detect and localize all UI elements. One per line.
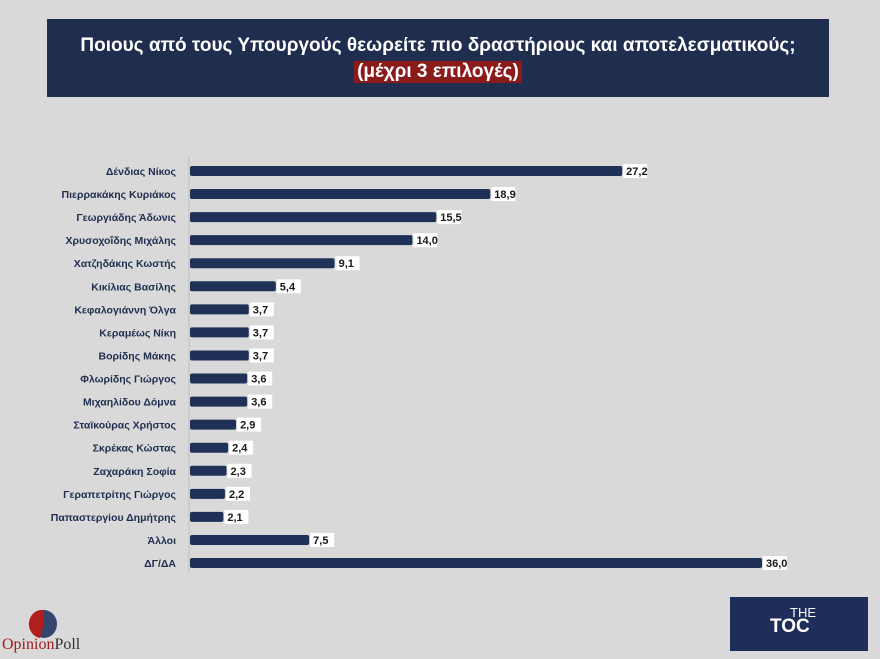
data-label: 3,7: [253, 350, 268, 362]
bar: [190, 419, 237, 430]
data-label-bg: [623, 164, 648, 178]
category-label: Βορίδης Μάκης: [99, 350, 177, 362]
category-label: Δένδιας Νίκος: [106, 166, 177, 178]
bar: [190, 558, 762, 569]
category-label: Χατζηδάκης Κωστής: [74, 258, 177, 270]
category-label: Σταϊκούρας Χρήστος: [73, 420, 176, 432]
data-label-bg: [248, 371, 273, 386]
data-label: 2,3: [231, 466, 246, 478]
bar: [190, 258, 335, 269]
data-label: 27,2: [626, 166, 647, 178]
bar: [190, 189, 491, 200]
category-label: Κικίλιας Βασίλης: [91, 281, 176, 293]
bar: [190, 488, 225, 499]
category-label: Κεραμέως Νίκη: [99, 327, 176, 339]
data-label-bg: [763, 556, 787, 571]
category-label: Σκρέκας Κώστας: [93, 443, 177, 455]
bar: [190, 465, 227, 476]
data-label-bg: [225, 486, 250, 501]
bar: [190, 350, 249, 361]
data-label-bg: [227, 463, 252, 478]
category-label: Ζαχαράκη Σοφία: [93, 466, 176, 478]
data-label-bg: [229, 440, 254, 455]
data-label-bg: [249, 348, 274, 363]
title-banner: Ποιους από τους Υπουργούς θεωρείτε πιο δ…: [47, 19, 829, 97]
data-label: 15,5: [440, 212, 461, 224]
category-label: Παπαστεργίου Δημήτρης: [51, 512, 177, 524]
data-label-bg: [237, 417, 262, 432]
data-label: 18,9: [494, 189, 515, 201]
category-label: Πιερρακάκης Κυριάκος: [62, 189, 177, 201]
thetoc-logo: THE TOC: [730, 597, 868, 651]
data-label-bg: [248, 394, 273, 409]
data-label-bg: [491, 187, 516, 202]
category-label: ΔΓ/ΔΑ: [144, 558, 176, 570]
bar: [190, 373, 248, 384]
data-label: 3,7: [253, 327, 268, 339]
bar: [190, 212, 437, 223]
bar: [190, 442, 229, 453]
category-label: Άλλοι: [148, 535, 177, 547]
chart-title: Ποιους από τους Υπουργούς θεωρείτε πιο δ…: [80, 35, 796, 56]
data-label-bg: [437, 210, 462, 225]
category-label: Μιχαηλίδου Δόμνα: [83, 397, 177, 409]
data-label-bg: [249, 325, 274, 340]
category-label: Κεφαλογιάννη Όλγα: [74, 304, 176, 316]
data-label-bg: [224, 509, 249, 524]
data-label: 2,1: [227, 512, 242, 524]
chart-subtitle: (μέχρι 3 επιλογές): [354, 61, 522, 83]
opinionpoll-logo-text: OpinionPoll: [2, 636, 81, 653]
data-label: 3,6: [251, 397, 266, 409]
bar: [190, 534, 310, 545]
category-label: Χρυσοχοΐδης Μιχάλης: [66, 235, 177, 247]
bar: [190, 281, 276, 292]
data-label-bg: [413, 233, 438, 248]
data-label: 2,9: [240, 420, 255, 432]
category-label: Γεωργιάδης Άδωνις: [76, 212, 176, 224]
bar: [190, 235, 413, 246]
bar: [190, 327, 249, 338]
category-label: Γεραπετρίτης Γιώργος: [63, 489, 176, 501]
data-label: 7,5: [313, 535, 328, 547]
data-label-bg: [310, 532, 335, 547]
data-label: 3,6: [251, 374, 266, 386]
bar: [190, 396, 248, 407]
data-label: 9,1: [339, 258, 354, 270]
bar: [190, 511, 224, 522]
data-label: 2,4: [232, 443, 248, 455]
data-label: 2,2: [229, 489, 244, 501]
data-label: 3,7: [253, 304, 268, 316]
data-label-bg: [249, 302, 274, 317]
data-label: 5,4: [280, 281, 296, 293]
data-label-bg: [335, 256, 360, 271]
category-label: Φλωρίδης Γιώργος: [80, 374, 176, 386]
data-label: 36,0: [766, 558, 787, 570]
bar: [190, 304, 249, 315]
data-label-bg: [276, 279, 301, 294]
bar: [190, 166, 623, 176]
data-label: 14,0: [416, 235, 437, 247]
opinionpoll-logo: [28, 609, 57, 638]
